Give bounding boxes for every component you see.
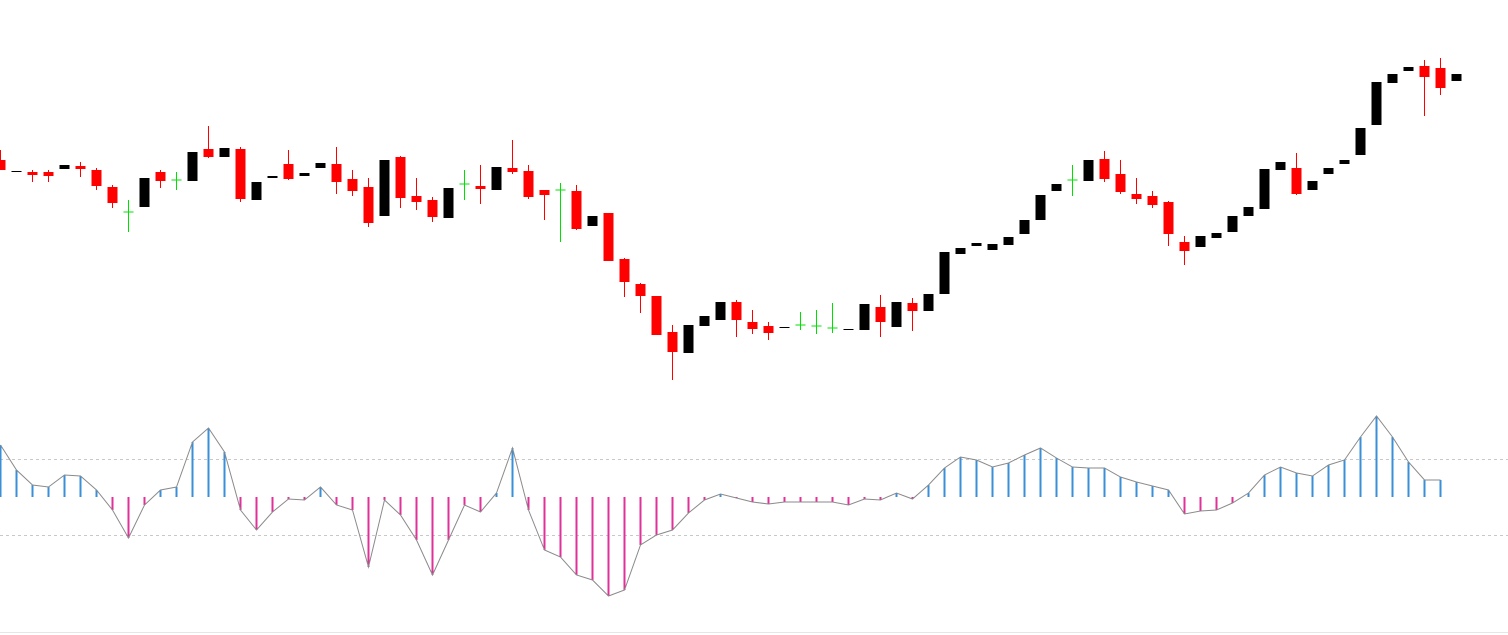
candle-body xyxy=(779,327,790,328)
candle-body xyxy=(1051,184,1062,191)
candle-body xyxy=(1435,68,1446,88)
candle-body xyxy=(107,187,118,203)
candle-body xyxy=(523,171,534,197)
candle-body xyxy=(1211,233,1222,238)
candle-body xyxy=(27,172,38,175)
candle-body xyxy=(43,172,54,176)
candle-body xyxy=(1083,160,1094,181)
candle-body xyxy=(251,182,262,200)
candle-body xyxy=(571,191,582,229)
candle-body xyxy=(363,187,374,223)
candle-body xyxy=(1323,168,1334,174)
candle-body xyxy=(1019,220,1030,234)
candle-body xyxy=(1355,128,1366,155)
candle-body xyxy=(1131,194,1142,199)
candle-body xyxy=(907,303,918,311)
candle-body xyxy=(747,322,758,329)
candle-body xyxy=(1003,237,1014,245)
candle-body xyxy=(1419,66,1430,77)
candle-body xyxy=(155,172,166,181)
candle-body xyxy=(283,164,294,179)
candle-body xyxy=(219,148,230,157)
candle-body xyxy=(395,157,406,198)
candle-body xyxy=(411,196,422,202)
candle-body xyxy=(843,329,854,330)
candle-body xyxy=(491,167,502,190)
candle-body xyxy=(923,294,934,311)
candle-body xyxy=(427,200,438,217)
candle-body xyxy=(203,149,214,157)
candle-body xyxy=(11,171,22,172)
candle-body xyxy=(699,316,710,326)
candle-body xyxy=(875,307,886,322)
candle-body xyxy=(347,179,358,191)
candle-body xyxy=(619,259,630,282)
candle-body xyxy=(731,302,742,320)
candle-body xyxy=(1275,162,1286,170)
candle-body xyxy=(651,296,662,335)
candle-body xyxy=(331,164,342,182)
candle-body xyxy=(1451,74,1462,81)
candle-body xyxy=(715,302,726,320)
candle-body xyxy=(635,284,646,296)
candle-body xyxy=(91,170,102,186)
candle-body xyxy=(1179,242,1190,251)
candle-body xyxy=(971,243,982,246)
candle-body xyxy=(187,152,198,181)
candle-body xyxy=(1259,169,1270,209)
candle-body xyxy=(1195,236,1206,247)
candle-body xyxy=(1099,159,1110,179)
candle-body xyxy=(955,248,966,254)
candle-body xyxy=(1339,160,1350,164)
candle-body xyxy=(507,168,518,172)
candle-body xyxy=(587,216,598,226)
candle-body xyxy=(379,160,390,216)
candle-body xyxy=(763,326,774,333)
candle-body xyxy=(539,190,550,195)
candle-body xyxy=(235,149,246,199)
candle-body xyxy=(1115,174,1126,192)
candle-body xyxy=(1243,207,1254,216)
candle-body xyxy=(667,332,678,352)
candle-body xyxy=(1163,202,1174,234)
candle-body xyxy=(1307,181,1318,190)
candle-body xyxy=(1291,168,1302,194)
candle-body xyxy=(1387,74,1398,83)
candle-body xyxy=(683,325,694,353)
candle-body xyxy=(475,186,486,189)
candle-body xyxy=(315,163,326,168)
candle-body xyxy=(443,188,454,218)
candle-body xyxy=(859,304,870,330)
candle-body xyxy=(939,252,950,294)
candle-body xyxy=(1371,82,1382,125)
candle-body xyxy=(891,302,902,327)
candle-body xyxy=(1403,67,1414,71)
candle-body xyxy=(1227,216,1238,232)
candle-body xyxy=(75,166,86,169)
candle-body xyxy=(0,160,6,170)
candle-body xyxy=(1147,196,1158,205)
candle-body xyxy=(267,176,278,178)
candle-body xyxy=(1035,195,1046,220)
candle-body xyxy=(299,173,310,176)
candle-body xyxy=(59,165,70,169)
candle-body xyxy=(987,244,998,250)
oscillator-line xyxy=(0,415,1441,597)
candle-body xyxy=(139,178,150,207)
candle-body xyxy=(603,213,614,261)
